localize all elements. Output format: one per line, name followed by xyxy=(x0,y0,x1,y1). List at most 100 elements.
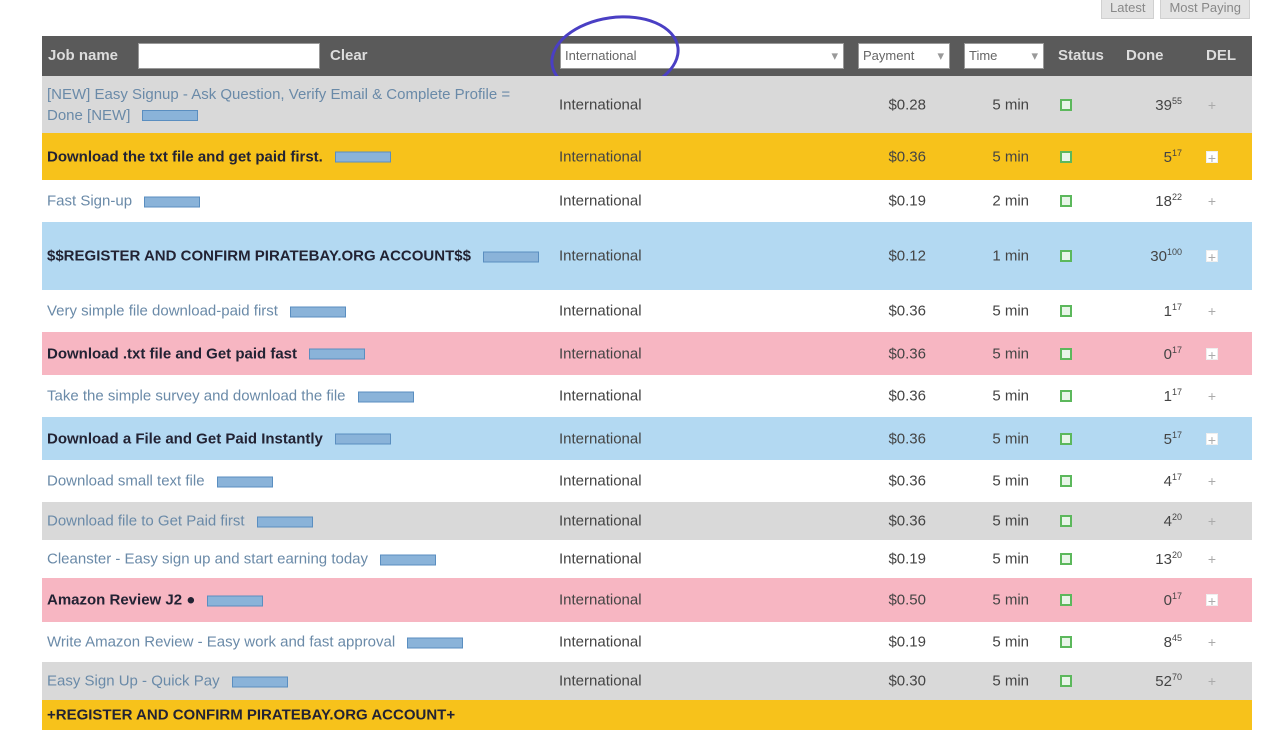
details-button[interactable] xyxy=(256,516,313,528)
delete-icon[interactable]: + xyxy=(1207,193,1217,209)
delete-icon[interactable]: + xyxy=(1206,593,1218,609)
delete-icon[interactable]: + xyxy=(1207,513,1217,529)
job-title[interactable]: [NEW] Easy Signup - Ask Question, Verify… xyxy=(47,85,511,124)
job-name-link[interactable]: Download a File and Get Paid Instantly xyxy=(47,428,547,449)
job-title[interactable]: Download .txt file and Get paid fast xyxy=(47,345,298,362)
job-name-link[interactable]: Download file to Get Paid first xyxy=(47,511,547,532)
country: International xyxy=(559,96,642,113)
job-title[interactable]: Take the simple survey and download the … xyxy=(47,387,346,405)
job-title[interactable]: Download a File and Get Paid Instantly xyxy=(47,430,323,447)
time: 5 min xyxy=(992,302,1029,320)
delete-icon[interactable]: + xyxy=(1207,673,1217,689)
table-row: Easy Sign Up - Quick Pay International $0… xyxy=(42,662,1252,700)
done-count: 517 xyxy=(1122,148,1182,166)
delete-icon[interactable]: + xyxy=(1207,634,1217,650)
payment: $0.36 xyxy=(888,512,926,530)
job-name-link[interactable]: $$REGISTER AND CONFIRM PIRATEBAY.ORG ACC… xyxy=(47,246,547,267)
most-paying-button[interactable]: Most Paying xyxy=(1160,0,1250,19)
job-title[interactable]: Easy Sign Up - Quick Pay xyxy=(47,672,220,690)
country: International xyxy=(559,472,642,490)
latest-button[interactable]: Latest xyxy=(1101,0,1155,19)
job-title[interactable]: Write Amazon Review - Easy work and fast… xyxy=(47,633,396,651)
job-name-link[interactable]: [NEW] Easy Signup - Ask Question, Verify… xyxy=(47,84,547,126)
table-row: +REGISTER AND CONFIRM PIRATEBAY.ORG ACCO… xyxy=(42,700,1252,730)
payment: $0.36 xyxy=(888,148,926,165)
job-name-link[interactable]: Very simple file download-paid first xyxy=(47,301,547,322)
done-value: 5 xyxy=(1163,148,1172,166)
job-name-link[interactable]: +REGISTER AND CONFIRM PIRATEBAY.ORG ACCO… xyxy=(47,705,547,726)
done-value: 39 xyxy=(1155,96,1172,114)
clear-button[interactable]: Clear xyxy=(330,47,368,64)
delete-icon[interactable]: + xyxy=(1207,551,1217,567)
delete-icon[interactable]: + xyxy=(1206,346,1218,363)
details-button[interactable] xyxy=(482,251,539,263)
job-title[interactable]: Fast Sign-up xyxy=(47,192,133,210)
job-name-link[interactable]: Easy Sign Up - Quick Pay xyxy=(47,671,547,692)
country: International xyxy=(559,192,642,210)
time: 5 min xyxy=(992,672,1029,690)
done-value: 8 xyxy=(1163,634,1172,651)
payment-select[interactable]: Payment xyxy=(858,43,950,69)
details-button[interactable] xyxy=(231,676,288,688)
job-name-link[interactable]: Download the txt file and get paid first… xyxy=(47,146,547,167)
details-button[interactable] xyxy=(289,306,346,318)
job-title[interactable]: Download small text file xyxy=(47,472,205,490)
job-title[interactable]: Cleanster - Easy sign up and start earni… xyxy=(47,550,369,568)
details-button[interactable] xyxy=(207,595,264,607)
delete-icon[interactable]: + xyxy=(1207,388,1217,404)
country: International xyxy=(559,345,642,362)
table-row: $$REGISTER AND CONFIRM PIRATEBAY.ORG ACC… xyxy=(42,222,1252,290)
job-title[interactable]: +REGISTER AND CONFIRM PIRATEBAY.ORG ACCO… xyxy=(47,706,456,724)
details-button[interactable] xyxy=(334,433,391,445)
job-name-link[interactable]: Cleanster - Easy sign up and start earni… xyxy=(47,549,547,570)
job-name-link[interactable]: Take the simple survey and download the … xyxy=(47,386,547,407)
job-name-link[interactable]: Download small text file xyxy=(47,471,547,492)
job-name-input[interactable] xyxy=(138,43,320,69)
del-header: DEL xyxy=(1206,47,1236,64)
delete-icon[interactable]: + xyxy=(1206,249,1218,265)
job-name-link[interactable]: Amazon Review J2 ● xyxy=(47,590,547,611)
delete-icon[interactable]: + xyxy=(1207,473,1217,489)
delete-icon[interactable]: + xyxy=(1207,303,1217,319)
payment: $0.19 xyxy=(888,633,926,651)
country-select[interactable]: International xyxy=(560,43,844,69)
job-title[interactable]: Download file to Get Paid first xyxy=(47,512,245,530)
details-button[interactable] xyxy=(407,637,464,649)
details-button[interactable] xyxy=(357,391,414,403)
done-count: 017 xyxy=(1122,591,1182,609)
time: 2 min xyxy=(992,192,1029,210)
job-title[interactable]: Very simple file download-paid first xyxy=(47,302,278,320)
details-button[interactable] xyxy=(309,348,366,360)
done-total: 22 xyxy=(1171,192,1182,202)
country: International xyxy=(559,148,642,165)
job-name-link[interactable]: Write Amazon Review - Easy work and fast… xyxy=(47,632,547,653)
job-name-link[interactable]: Download .txt file and Get paid fast xyxy=(47,343,547,364)
job-name-link[interactable]: Fast Sign-up xyxy=(47,191,547,212)
delete-icon[interactable]: + xyxy=(1206,431,1218,448)
details-button[interactable] xyxy=(334,151,391,163)
status-icon xyxy=(1060,553,1072,565)
details-button[interactable] xyxy=(142,110,199,122)
status-icon xyxy=(1060,98,1072,111)
job-title[interactable]: $$REGISTER AND CONFIRM PIRATEBAY.ORG ACC… xyxy=(47,247,471,265)
done-count: 1320 xyxy=(1122,550,1182,568)
status-icon xyxy=(1060,432,1072,445)
details-button[interactable] xyxy=(216,476,273,488)
job-title[interactable]: Amazon Review J2 ● xyxy=(47,591,196,609)
status-icon xyxy=(1060,305,1072,317)
time: 5 min xyxy=(992,472,1029,490)
time-select[interactable]: Time xyxy=(964,43,1044,69)
status-icon xyxy=(1060,390,1072,402)
done-count: 117 xyxy=(1122,302,1182,320)
status-icon xyxy=(1060,475,1072,487)
done-value: 0 xyxy=(1163,345,1172,363)
job-title[interactable]: Download the txt file and get paid first… xyxy=(47,148,323,165)
payment: $0.50 xyxy=(888,591,926,609)
status-icon xyxy=(1060,675,1072,687)
payment: $0.36 xyxy=(888,302,926,320)
delete-icon[interactable]: + xyxy=(1207,96,1217,113)
details-button[interactable] xyxy=(380,554,437,566)
done-count: 3955 xyxy=(1122,96,1182,114)
details-button[interactable] xyxy=(144,196,201,208)
delete-icon[interactable]: + xyxy=(1206,149,1218,166)
